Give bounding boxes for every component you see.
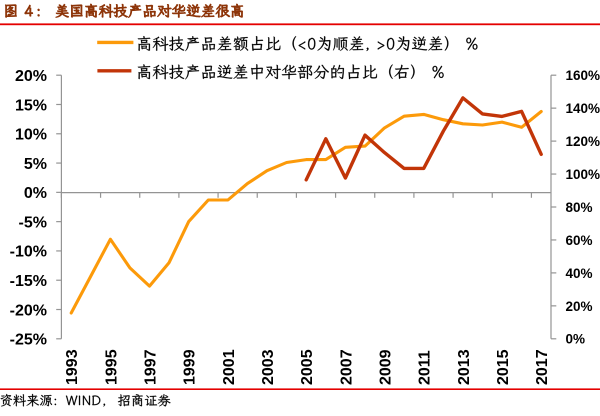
svg-text:-5%: -5% [19, 214, 47, 231]
svg-text:2017: 2017 [534, 349, 551, 385]
svg-text:1999: 1999 [182, 349, 199, 385]
svg-text:140%: 140% [566, 101, 600, 116]
svg-text:2003: 2003 [260, 349, 277, 385]
svg-text:2015: 2015 [495, 349, 512, 385]
svg-text:2005: 2005 [299, 349, 316, 385]
svg-text:20%: 20% [15, 68, 47, 85]
svg-text:2009: 2009 [377, 349, 394, 385]
svg-text:2007: 2007 [338, 349, 355, 385]
svg-text:1995: 1995 [103, 349, 120, 385]
svg-text:0%: 0% [566, 332, 586, 347]
svg-text:15%: 15% [15, 97, 47, 114]
svg-text:160%: 160% [566, 68, 600, 83]
svg-text:1997: 1997 [142, 349, 159, 385]
svg-text:-25%: -25% [10, 332, 47, 349]
svg-text:5%: 5% [24, 156, 47, 173]
svg-text:20%: 20% [566, 299, 593, 314]
svg-text:120%: 120% [566, 134, 600, 149]
svg-text:2001: 2001 [221, 349, 238, 385]
svg-text:2011: 2011 [417, 350, 434, 385]
svg-text:100%: 100% [566, 167, 600, 182]
svg-text:2013: 2013 [456, 349, 473, 385]
svg-text:1993: 1993 [64, 349, 81, 385]
svg-text:60%: 60% [566, 233, 593, 248]
svg-text:-20%: -20% [10, 302, 47, 319]
svg-text:-15%: -15% [10, 273, 47, 290]
svg-text:10%: 10% [15, 127, 47, 144]
svg-text:-10%: -10% [10, 244, 47, 261]
svg-text:0%: 0% [24, 185, 47, 202]
svg-text:40%: 40% [566, 266, 593, 281]
svg-text:80%: 80% [566, 200, 593, 215]
